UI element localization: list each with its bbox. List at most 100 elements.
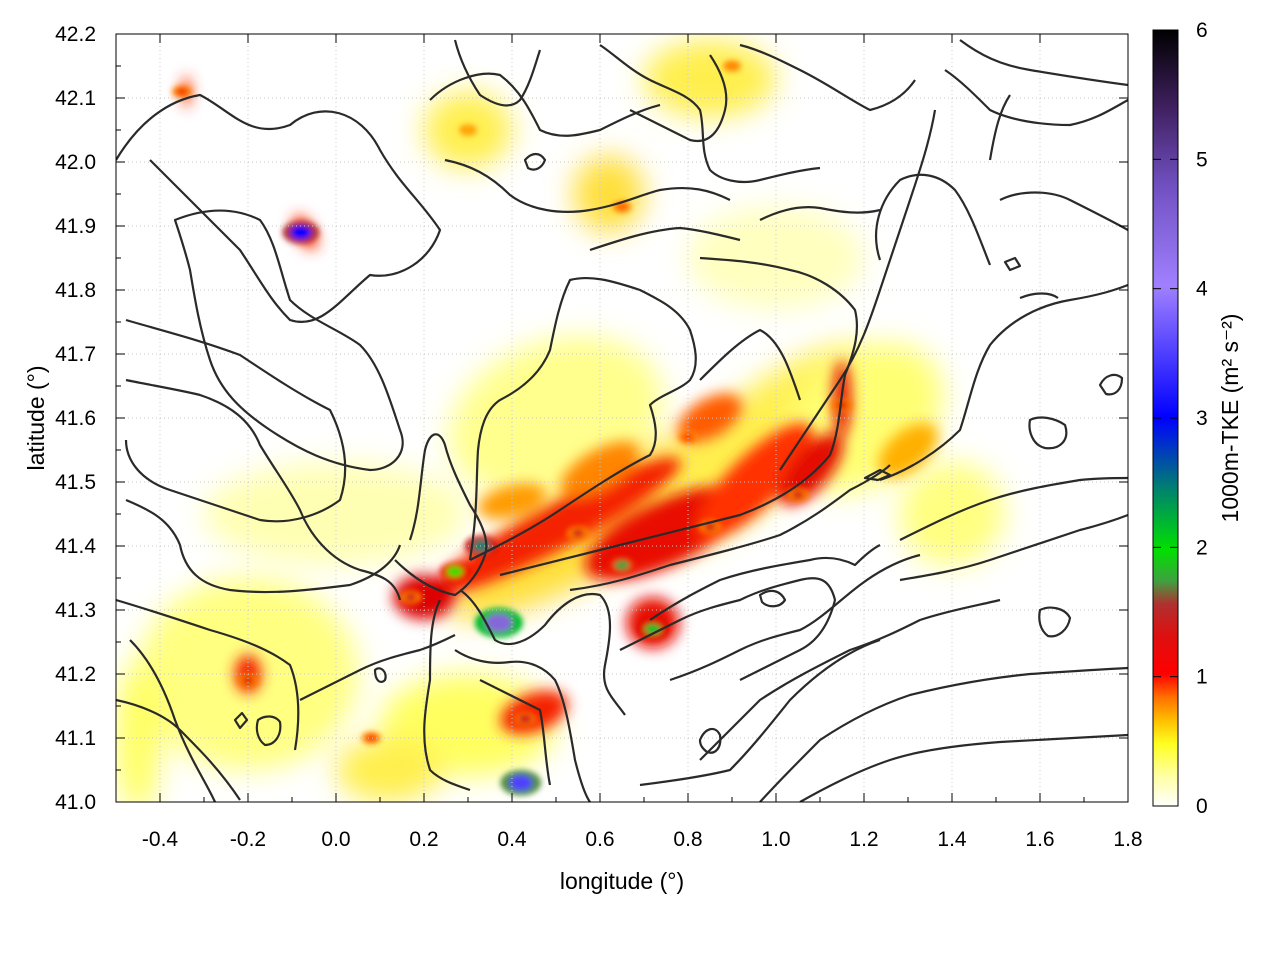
- y-tick-label: 41.8: [55, 279, 96, 302]
- x-tick-label: -0.4: [142, 828, 179, 851]
- tke-hotspot: [176, 87, 188, 96]
- contour-line: [569, 464, 891, 592]
- contour-line: [799, 733, 1128, 802]
- tke-hotspot: [571, 529, 585, 538]
- contour-line: [999, 191, 1128, 231]
- contour-line: [863, 468, 892, 482]
- contour-line: [629, 54, 728, 143]
- y-tick-label: 41.1: [55, 727, 96, 750]
- x-tick-label: -0.2: [230, 828, 266, 851]
- contour-line: [1003, 256, 1022, 272]
- contour-line: [875, 173, 992, 266]
- y-tick-label: 41.3: [55, 599, 96, 622]
- contour-line: [619, 577, 837, 681]
- contour-line: [429, 72, 661, 137]
- tke-hotspot: [463, 126, 473, 134]
- x-tick-label: 0.4: [497, 828, 527, 851]
- contour-line: [759, 206, 881, 221]
- contour-line: [699, 328, 802, 401]
- contour-line: [879, 283, 1128, 482]
- tke-hotspot: [835, 401, 849, 410]
- tke-streak: [431, 457, 681, 596]
- contour-line: [124, 318, 347, 523]
- contour-line: [299, 634, 456, 701]
- contour-line: [959, 39, 1128, 87]
- colorbar-tick-label: 5: [1196, 148, 1208, 171]
- contour-line: [479, 679, 552, 786]
- colorbar-tick-label: 0: [1196, 795, 1208, 818]
- contour-line: [899, 476, 1128, 541]
- tke-background: [336, 738, 442, 802]
- x-axis-ticks: -0.4 -0.2 0.0 0.2 0.4 0.6 0.8 1.0 1.2 1.4 1.6 1.8: [115, 34, 1143, 851]
- tke-hotspot: [404, 593, 418, 602]
- contour-line: [116, 93, 442, 323]
- contour-line: [698, 727, 722, 754]
- y-tick-label: 41.4: [55, 535, 96, 558]
- colorbar-ticks: 0 1 2 3 4 5 6: [1153, 19, 1208, 818]
- contour-line: [649, 544, 881, 621]
- colorbar-tick-label: 2: [1196, 536, 1208, 559]
- tke-background: [644, 40, 776, 118]
- tke-background: [116, 661, 160, 802]
- x-tick-label: 0.6: [585, 828, 614, 851]
- tke-streak: [695, 423, 813, 541]
- contour-line: [394, 433, 488, 597]
- heatmap-field: [116, 40, 1005, 802]
- colorbar-tick-label: 3: [1196, 407, 1208, 430]
- colorbar-tick-label: 6: [1196, 19, 1208, 42]
- y-axis-title: latitude (°): [23, 365, 49, 470]
- y-tick-label: 42.0: [55, 151, 96, 174]
- contour-line: [454, 649, 591, 802]
- tke-background: [573, 155, 644, 233]
- x-tick-label: 1.6: [1025, 828, 1054, 851]
- contour-line: [1098, 373, 1124, 396]
- tke-hotspot: [703, 522, 717, 531]
- colorbar-tick-label: 4: [1196, 278, 1208, 301]
- contour-line: [373, 667, 387, 684]
- tke-hotspot: [365, 734, 377, 742]
- contour-line: [468, 276, 697, 561]
- y-tick-label: 41.6: [55, 407, 96, 430]
- tke-hotspot: [446, 566, 463, 577]
- y-tick-label: 41.2: [55, 663, 96, 686]
- contour-line: [125, 378, 402, 601]
- terrain-contours: [116, 39, 1128, 802]
- contour-line: [116, 598, 300, 751]
- contour-line: [523, 152, 547, 171]
- tke-streak: [393, 574, 455, 620]
- y-tick-label: 41.0: [55, 791, 96, 814]
- tke-streak: [878, 423, 938, 477]
- contour-line: [459, 589, 626, 716]
- x-tick-label: 1.0: [761, 828, 790, 851]
- y-tick-label: 42.1: [55, 87, 96, 110]
- x-tick-label: 0.2: [409, 828, 438, 851]
- tke-streak: [560, 441, 640, 497]
- tke-hotspot: [791, 490, 805, 499]
- contour-line: [899, 513, 1128, 582]
- contour-line: [739, 43, 916, 112]
- tke-hotspot: [682, 433, 694, 441]
- contour-line: [1028, 416, 1068, 450]
- y-tick-label: 41.9: [55, 215, 96, 238]
- tke-streak: [477, 483, 547, 520]
- contour-line: [173, 209, 404, 472]
- contour-line: [499, 256, 859, 577]
- tke-hotspot: [518, 714, 532, 724]
- tke-hotspot: [614, 560, 630, 571]
- contour-line: [125, 498, 402, 594]
- contour-line: [944, 69, 1128, 127]
- colorbar: 0 1 2 3 4 5 6 1000m-TKE (m² s⁻²): [1152, 19, 1243, 818]
- tke-hotspot: [485, 613, 513, 632]
- x-axis-title: longitude (°): [560, 868, 684, 894]
- x-tick-label: 0.0: [321, 828, 350, 851]
- x-tick-label: 1.2: [849, 828, 878, 851]
- contour-line: [1019, 292, 1059, 300]
- y-axis-ticks: 41.0 41.1 41.2 41.3 41.4 41.5 41.6 41.7 41.8 41.9…: [55, 23, 1128, 814]
- x-tick-label: 0.8: [673, 828, 702, 851]
- colorbar-title: 1000m-TKE (m² s⁻²): [1217, 314, 1243, 523]
- contour-line: [988, 94, 1011, 161]
- y-tick-label: 41.5: [55, 471, 96, 494]
- contour-line: [129, 639, 217, 802]
